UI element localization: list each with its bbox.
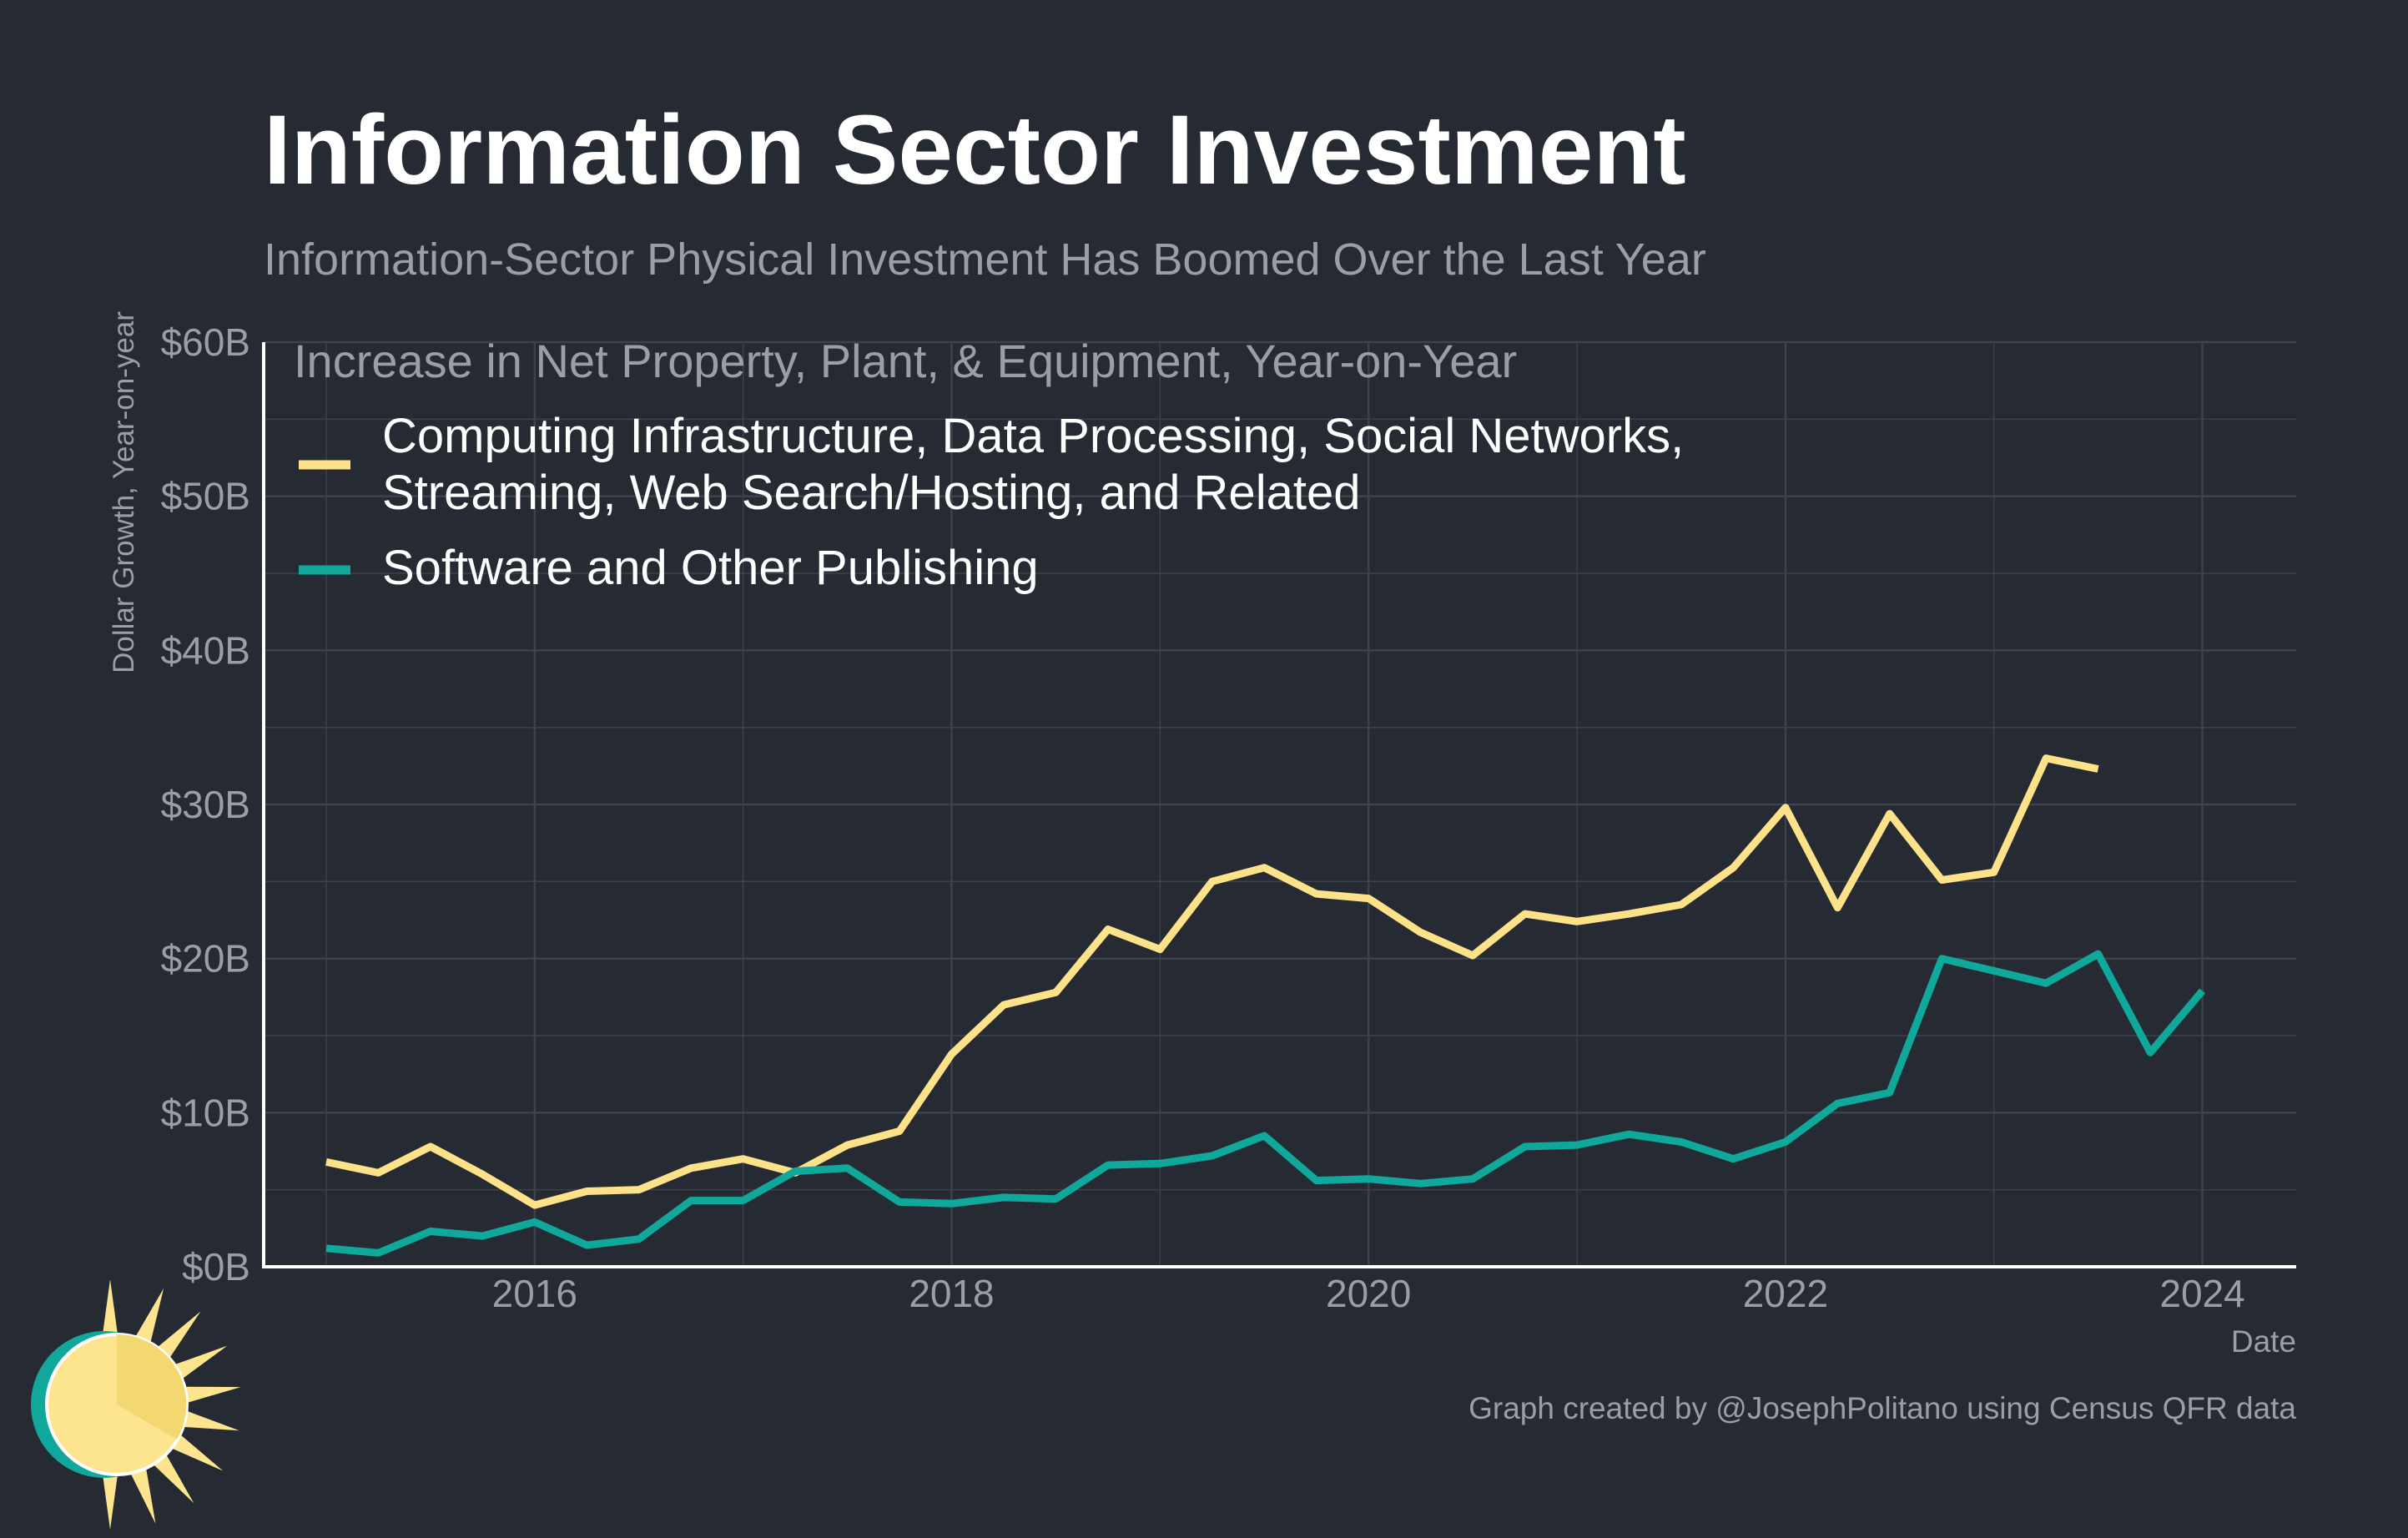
x-tick-label: 2024 bbox=[2159, 1272, 2244, 1315]
y-tick-label: $60B bbox=[161, 320, 250, 364]
series-line-2 bbox=[325, 950, 2206, 1257]
x-axis-label: Date bbox=[2231, 1324, 2296, 1359]
y-tick-label: $10B bbox=[161, 1091, 250, 1134]
legend-label-1: Computing Infrastructure, Data Processin… bbox=[382, 409, 1684, 463]
x-tick-label: 2020 bbox=[1326, 1272, 1411, 1315]
grid bbox=[264, 340, 2296, 1268]
legend-label-1: Streaming, Web Search/Hosting, and Relat… bbox=[382, 466, 1360, 520]
y-axis-label: Dollar Growth, Year-on-year bbox=[108, 311, 140, 673]
x-tick-label: 2022 bbox=[1743, 1272, 1828, 1315]
y-tick-label: $20B bbox=[161, 937, 250, 981]
legend-title: Increase in Net Property, Plant, & Equip… bbox=[294, 335, 1517, 387]
y-tick-label: $50B bbox=[161, 475, 250, 518]
y-tick-label: $0B bbox=[182, 1245, 250, 1288]
chart-title: Information Sector Investment bbox=[264, 95, 1686, 205]
chart-subtitle: Information-Sector Physical Investment H… bbox=[264, 234, 1706, 285]
series-line-1 bbox=[325, 754, 2099, 1209]
legend: Increase in Net Property, Plant, & Equip… bbox=[294, 335, 1684, 595]
y-tick-label: $40B bbox=[161, 628, 250, 672]
x-tick-label: 2016 bbox=[492, 1272, 577, 1315]
caption: Graph created by @JosephPolitano using C… bbox=[1468, 1391, 2296, 1425]
axes bbox=[262, 342, 2296, 1268]
sun-logo-icon bbox=[31, 1279, 241, 1530]
legend-label-2: Software and Other Publishing bbox=[382, 541, 1039, 595]
y-tick-label: $30B bbox=[161, 783, 250, 826]
series-lines bbox=[325, 754, 2206, 1257]
x-tick-label: 2018 bbox=[909, 1272, 994, 1315]
tick-labels: $0B $10B $20B $30B $40B $50B $60B 2016 2018 2020 2… bbox=[161, 320, 2245, 1315]
